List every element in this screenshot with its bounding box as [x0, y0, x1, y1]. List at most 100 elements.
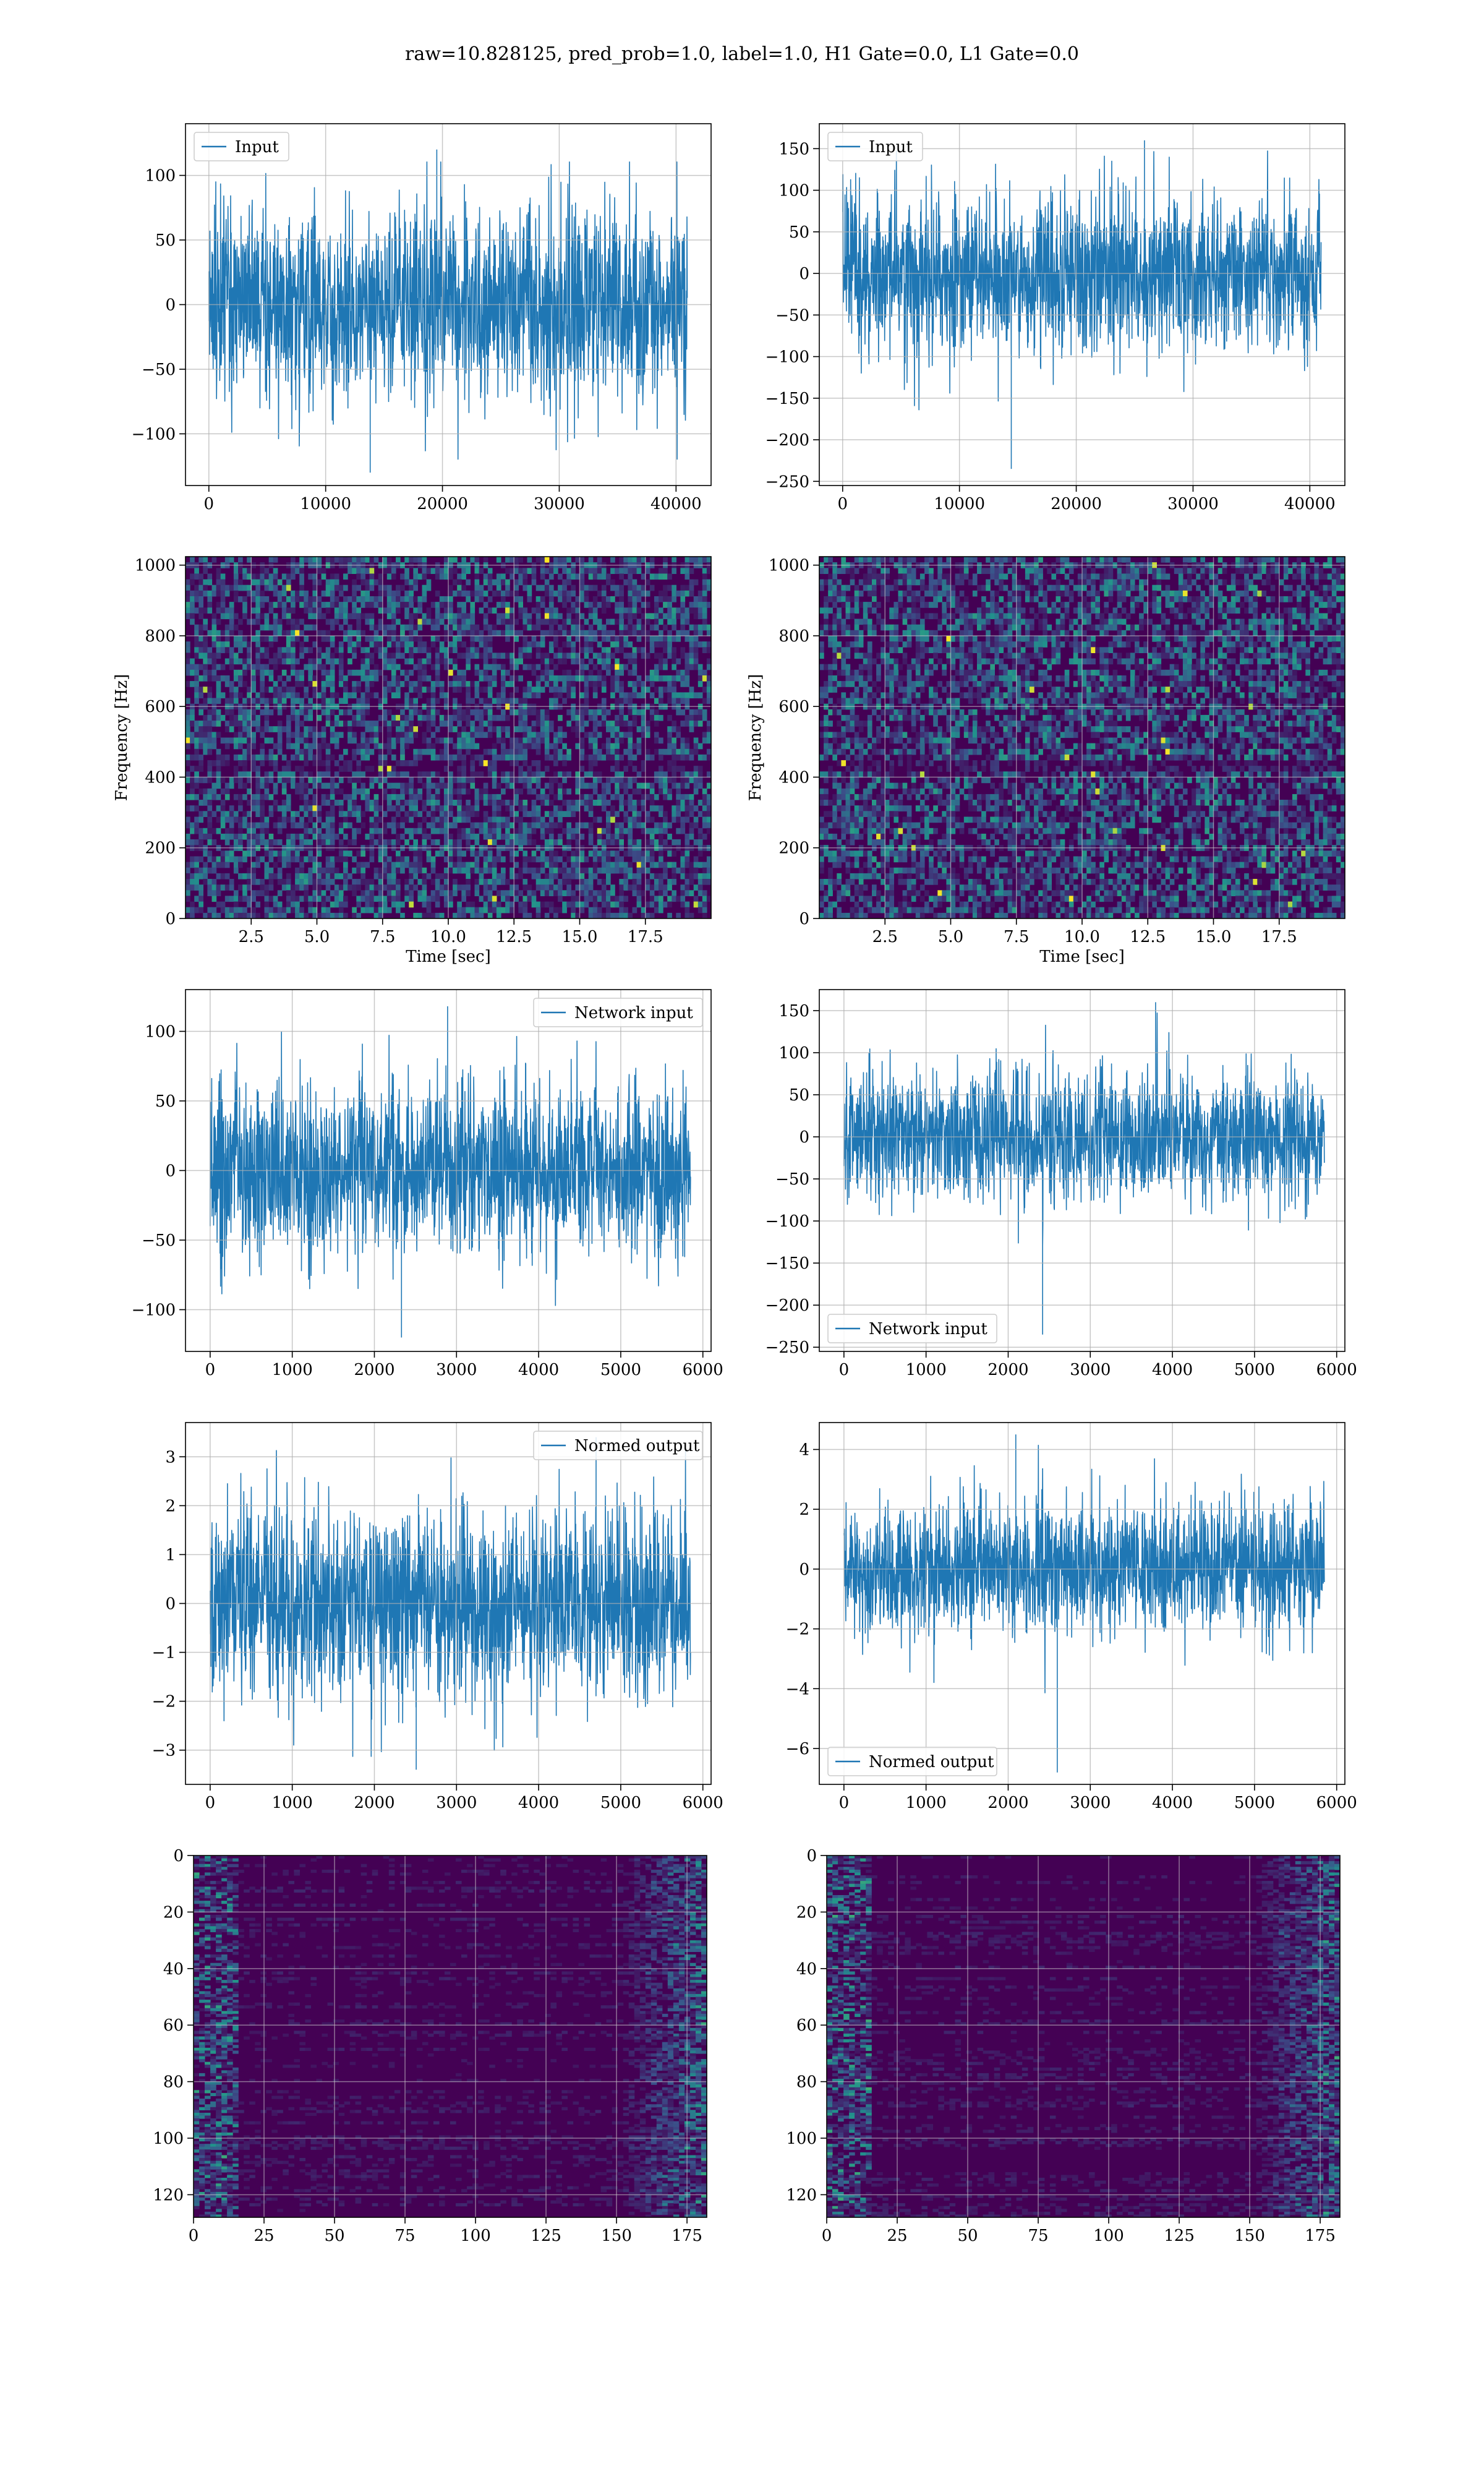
heatmap-cell: [649, 613, 655, 620]
heatmap-cell: [531, 641, 537, 648]
heatmap-cell: [461, 867, 466, 874]
heatmap-cell: [435, 896, 440, 902]
heatmap-cell: [413, 681, 418, 687]
heatmap-cell: [645, 811, 650, 817]
heatmap-cell: [264, 698, 270, 704]
heatmap-cell: [592, 743, 598, 750]
heatmap-cell: [466, 833, 471, 840]
heatmap-cell: [426, 907, 432, 914]
heatmap-cell: [247, 692, 252, 699]
heatmap-cell: [242, 748, 247, 755]
heatmap-cell: [610, 681, 615, 687]
chart-spectrogram-l1: 2.5 5.0 7.5 10.0 12.5 15.0 17.5020040060080010…: [746, 556, 1345, 966]
heatmap-cell: [277, 653, 283, 659]
heatmap-cell: [571, 828, 576, 834]
heatmap-cell: [470, 557, 475, 563]
heatmap-cell: [299, 856, 304, 863]
series-line-input-l1: [842, 140, 1322, 469]
heatmap-cell: [317, 664, 322, 670]
heatmap-cell: [295, 681, 300, 687]
heatmap-cell: [365, 896, 370, 902]
heatmap-cell: [430, 714, 436, 721]
heatmap-cell: [571, 630, 576, 636]
heatmap-cell: [667, 760, 672, 766]
heatmap-cell: [304, 607, 309, 614]
heatmap-cell: [304, 748, 309, 755]
heatmap-cell: [264, 709, 270, 716]
heatmap-cell: [216, 912, 221, 918]
heatmap-cell: [224, 794, 230, 800]
heatmap-cell: [684, 811, 690, 817]
heatmap-cell: [365, 805, 370, 811]
heatmap-cell: [190, 573, 195, 580]
heatmap-cell: [435, 590, 440, 597]
heatmap-cell: [492, 653, 497, 659]
heatmap-cell: [330, 800, 335, 806]
heatmap-cell: [330, 596, 335, 602]
heatmap-cell: [422, 816, 427, 823]
heatmap-cell: [501, 879, 506, 885]
heatmap-cell: [286, 839, 291, 845]
heatmap-cell: [641, 630, 646, 636]
heatmap-cell: [527, 596, 532, 602]
heatmap-cell: [373, 884, 379, 891]
heatmap-cell: [242, 782, 247, 789]
heatmap-cell: [369, 907, 375, 914]
heatmap-cell: [273, 584, 278, 591]
heatmap-cell: [277, 624, 283, 631]
heatmap-cell: [396, 867, 401, 874]
heatmap-cell: [584, 890, 589, 896]
heatmap-cell: [190, 557, 195, 563]
heatmap-cell: [382, 557, 388, 563]
heatmap-cell: [457, 839, 462, 845]
heatmap-cell: [531, 669, 537, 676]
heatmap-cell: [233, 766, 239, 772]
heatmap-cell: [242, 664, 247, 670]
heatmap-cell: [321, 653, 326, 659]
heatmap-cell: [325, 782, 331, 789]
heatmap-cell: [443, 896, 449, 902]
heatmap-cell: [247, 800, 252, 806]
heatmap-cell: [483, 794, 488, 800]
heatmap-cell: [492, 743, 497, 750]
heatmap-cell: [391, 692, 396, 699]
heatmap-cell: [378, 777, 383, 784]
heatmap-cell: [386, 732, 392, 738]
heatmap-cell: [343, 721, 348, 727]
heatmap-cell: [286, 636, 291, 642]
heatmap-cell: [457, 681, 462, 687]
heatmap-cell: [422, 596, 427, 602]
heatmap-cell: [268, 726, 274, 732]
heatmap-cell: [540, 856, 545, 863]
heatmap-cell: [260, 698, 265, 704]
heatmap-cell: [198, 800, 203, 806]
heatmap-cell: [325, 828, 331, 834]
heatmap-cell: [544, 714, 550, 721]
heatmap-cell: [373, 896, 379, 902]
heatmap-cell: [396, 681, 401, 687]
heatmap-cell: [466, 687, 471, 693]
heatmap-cell: [448, 833, 453, 840]
heatmap-cell: [443, 794, 449, 800]
heatmap-cell: [522, 811, 528, 817]
heatmap-cell: [601, 901, 607, 908]
heatmap-cell: [535, 613, 541, 620]
heatmap-cell: [693, 721, 699, 727]
heatmap-cell: [584, 653, 589, 659]
heatmap-cell: [575, 630, 581, 636]
heatmap-cell: [453, 800, 458, 806]
heatmap-cell: [448, 856, 453, 863]
heatmap-cell: [610, 675, 615, 682]
heatmap-cell: [382, 777, 388, 784]
heatmap-cell: [558, 794, 563, 800]
heatmap-cell: [483, 618, 488, 625]
heatmap-cell: [505, 805, 510, 811]
heatmap-cell: [522, 613, 528, 620]
heatmap-cell: [579, 737, 585, 744]
heatmap-cell: [479, 907, 484, 914]
heatmap-cell: [242, 681, 247, 687]
heatmap-cell: [360, 822, 365, 829]
heatmap-cell: [281, 907, 287, 914]
heatmap-cell: [198, 721, 203, 727]
heatmap-cell: [501, 573, 506, 580]
